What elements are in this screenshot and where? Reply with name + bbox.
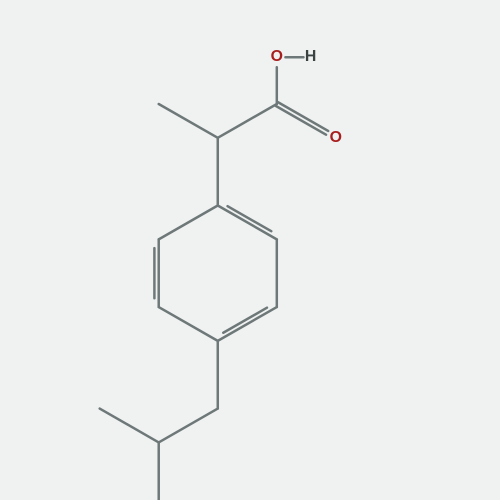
molecule-diagram <box>0 0 500 500</box>
